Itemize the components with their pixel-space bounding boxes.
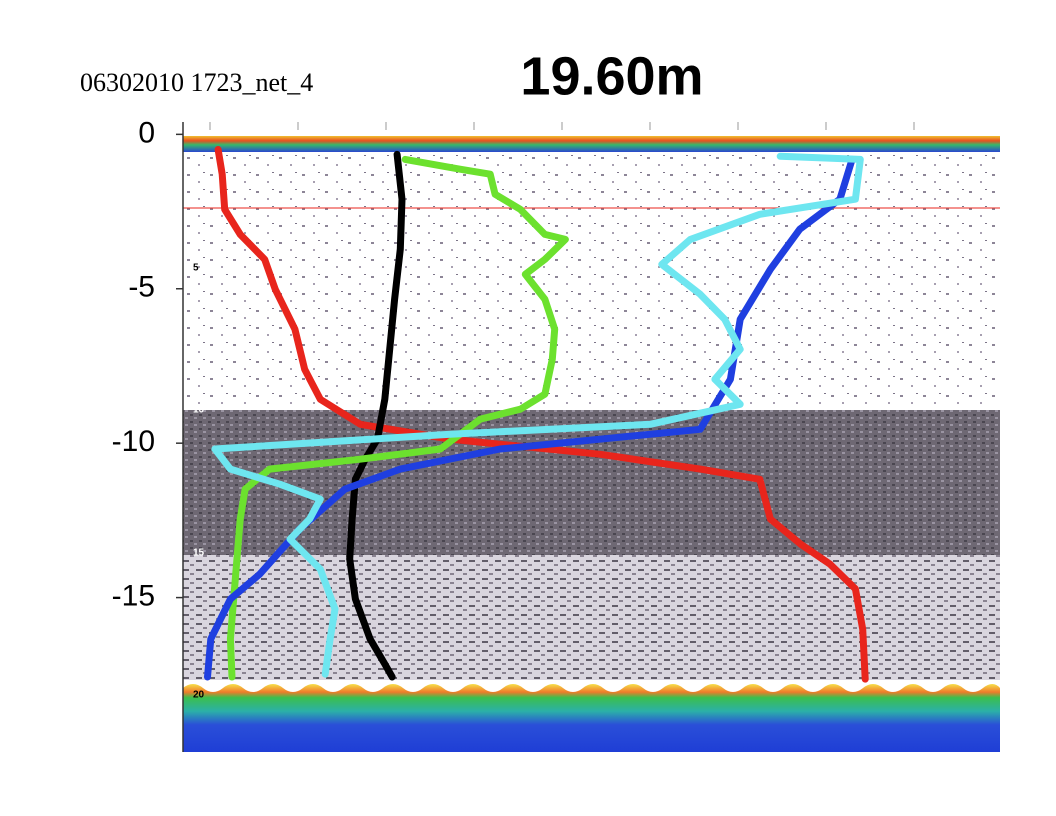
depth-label: 20 xyxy=(193,690,205,701)
depth-label: 10 xyxy=(193,405,205,416)
profile-line xyxy=(204,155,856,681)
y-tick-label: -5 xyxy=(128,271,155,304)
profile-line xyxy=(214,146,869,683)
y-tick-label: 0 xyxy=(138,116,155,149)
echogram xyxy=(182,122,1000,752)
profile-line xyxy=(226,155,569,681)
chart-subtitle: 06302010 1723_net_4 xyxy=(80,68,313,97)
profile-line xyxy=(211,152,864,678)
depth-label: 5 xyxy=(193,263,199,274)
y-tick-label: -10 xyxy=(112,425,155,458)
depth-label: 15 xyxy=(193,548,205,559)
y-tick-label: -15 xyxy=(112,580,155,613)
chart-title: 19.60m xyxy=(520,46,703,106)
